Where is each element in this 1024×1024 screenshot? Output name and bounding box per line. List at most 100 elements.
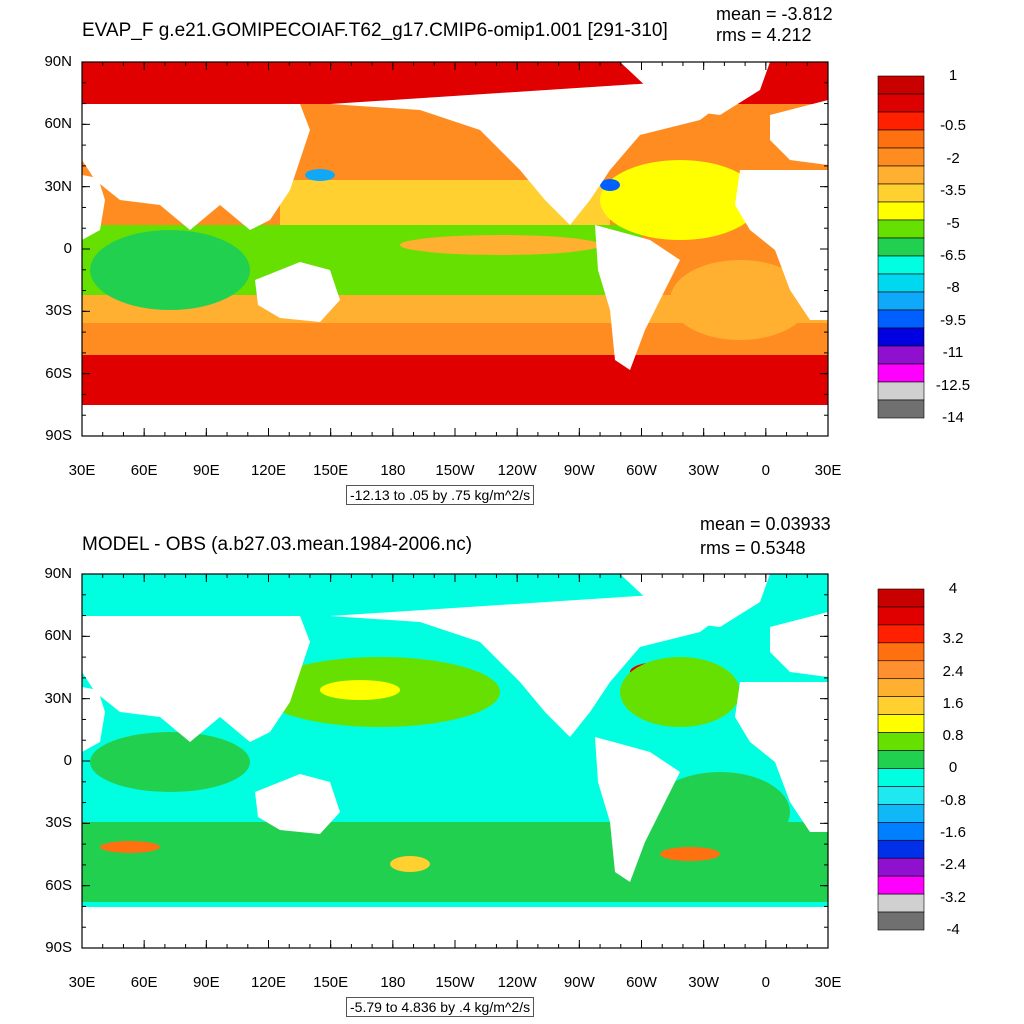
land-south-america: [595, 737, 680, 882]
x-tick-label: 120E: [250, 462, 287, 479]
x-tick-label: 90E: [192, 462, 220, 479]
colorbar: [877, 75, 925, 419]
colorbar-swatch: [877, 183, 925, 203]
y-tick-label: 30S: [45, 814, 72, 832]
x-tick-label: 120W: [497, 974, 537, 991]
colorbar-swatch: [877, 147, 925, 167]
colorbar: [877, 588, 925, 931]
colorbar-swatch: [877, 237, 925, 257]
colorbar-swatch: [877, 111, 925, 131]
colorbar-swatch: [877, 893, 925, 913]
colorbar-label: -3.5: [940, 182, 966, 200]
x-tick-label: 30E: [68, 462, 96, 479]
x-tick-label: 90W: [563, 462, 595, 479]
y-tick-label: 60N: [44, 627, 72, 645]
x-tick-label: 60W: [626, 462, 657, 479]
contour-info: -5.79 to 4.836 by .4 kg/m^2/s: [346, 997, 535, 1017]
colorbar-swatch: [877, 273, 925, 293]
colorbar-swatch: [877, 93, 925, 113]
colorbar-swatch: [877, 750, 925, 769]
north-atlantic-yellow: [600, 160, 760, 240]
colorbar-swatch: [877, 822, 925, 841]
land-australia: [255, 774, 340, 834]
colorbar-label: -11: [942, 344, 964, 362]
x-tick-label: 120W: [497, 462, 537, 479]
colorbar-swatch: [877, 642, 925, 662]
land-mask: [82, 574, 828, 882]
colorbar-label: -2: [946, 149, 960, 167]
x-tick-label: 30W: [688, 974, 720, 991]
brazil-malvinas-red: [660, 847, 720, 861]
x-tick-label: 150E: [313, 462, 349, 479]
land-africa-west: [735, 170, 828, 320]
gulf-stream-blue: [600, 179, 620, 191]
y-tick-label: 60S: [45, 364, 72, 382]
colorbar-swatch: [877, 624, 925, 644]
colorbar-swatch: [877, 327, 925, 347]
axis-ticks: [81, 61, 829, 437]
land-europe: [770, 612, 828, 677]
x-tick-label: 0: [761, 974, 770, 991]
colorbar-label: -0.5: [940, 117, 966, 135]
land-north-america: [330, 80, 720, 225]
colorbar-swatch: [877, 786, 925, 805]
colorbar-label: -0.8: [940, 791, 966, 809]
land-south-america: [595, 225, 680, 370]
y-tick-label: 30N: [44, 689, 72, 707]
evap-map-svg: [81, 61, 925, 437]
colorbar-swatch: [877, 714, 925, 733]
x-tick-label: 90E: [192, 974, 220, 991]
south-atlantic-orange: [670, 260, 810, 340]
land-africa-east: [82, 175, 105, 240]
indian-ocean-green: [90, 732, 250, 792]
south-pacific-yellow: [390, 856, 430, 872]
colorbar-swatch: [877, 696, 925, 715]
land-greenland: [620, 62, 770, 115]
colorbar-swatch: [877, 606, 925, 626]
colorbar-label: -3.2: [940, 888, 966, 906]
colorbar-label: -1.6: [940, 824, 966, 842]
x-tick-label: 30E: [814, 462, 842, 479]
y-tick-label: 90N: [44, 565, 72, 582]
x-tick-label: 90W: [563, 974, 595, 991]
land-europe: [770, 100, 828, 165]
x-tick-label: 180: [380, 974, 406, 991]
colorbar-label: -14: [942, 409, 964, 426]
panel-evap: EVAP_F g.e21.GOMIPECOIAF.T62_g17.CMIP6-o…: [44, 4, 970, 505]
rms-label: rms = 0.5348: [700, 538, 806, 558]
colorbar-swatch: [877, 660, 925, 680]
panel-title: EVAP_F g.e21.GOMIPECOIAF.T62_g17.CMIP6-o…: [82, 20, 668, 41]
colorbar-label: 2.4: [942, 662, 964, 680]
x-tick-label: 150W: [435, 462, 475, 479]
equatorial-pacific: [400, 235, 600, 255]
colorbar-label: 0.8: [942, 727, 964, 745]
colorbar-swatch: [877, 129, 925, 149]
land-north-america: [330, 592, 720, 737]
colorbar-label: -4: [946, 921, 960, 938]
colorbar-swatch: [877, 165, 925, 185]
y-tick-label: 90S: [45, 939, 72, 956]
x-tick-label: 60E: [130, 974, 158, 991]
x-tick-label: 150E: [313, 974, 349, 991]
colorbar-swatch: [877, 875, 925, 895]
kuroshio-blue: [305, 169, 335, 181]
colorbar-label: -5: [946, 214, 960, 232]
agulhas-red: [100, 841, 160, 853]
colorbar-label: 0: [948, 759, 958, 777]
y-tick-label: 90S: [45, 427, 72, 444]
colorbar-swatch: [877, 345, 925, 365]
colorbar-swatch: [877, 732, 925, 751]
x-tick-label: 0: [761, 462, 770, 479]
mean-label: mean = -3.812: [716, 4, 833, 24]
colorbar-label: -2.4: [940, 856, 966, 874]
colorbar-label: -6.5: [940, 247, 966, 264]
colorbar-swatch: [877, 911, 925, 931]
y-tick-label: 60S: [45, 876, 72, 894]
colorbar-swatch: [877, 804, 925, 823]
panel-title: MODEL - OBS (a.b27.03.mean.1984-2006.nc): [82, 534, 473, 555]
land-eurasia: [82, 616, 310, 742]
panel-model-obs: MODEL - OBS (a.b27.03.mean.1984-2006.nc)…: [0, 512, 1024, 1024]
colorbar-swatch: [877, 201, 925, 221]
colorbar-swatch: [877, 309, 925, 329]
land-eurasia: [82, 104, 310, 230]
